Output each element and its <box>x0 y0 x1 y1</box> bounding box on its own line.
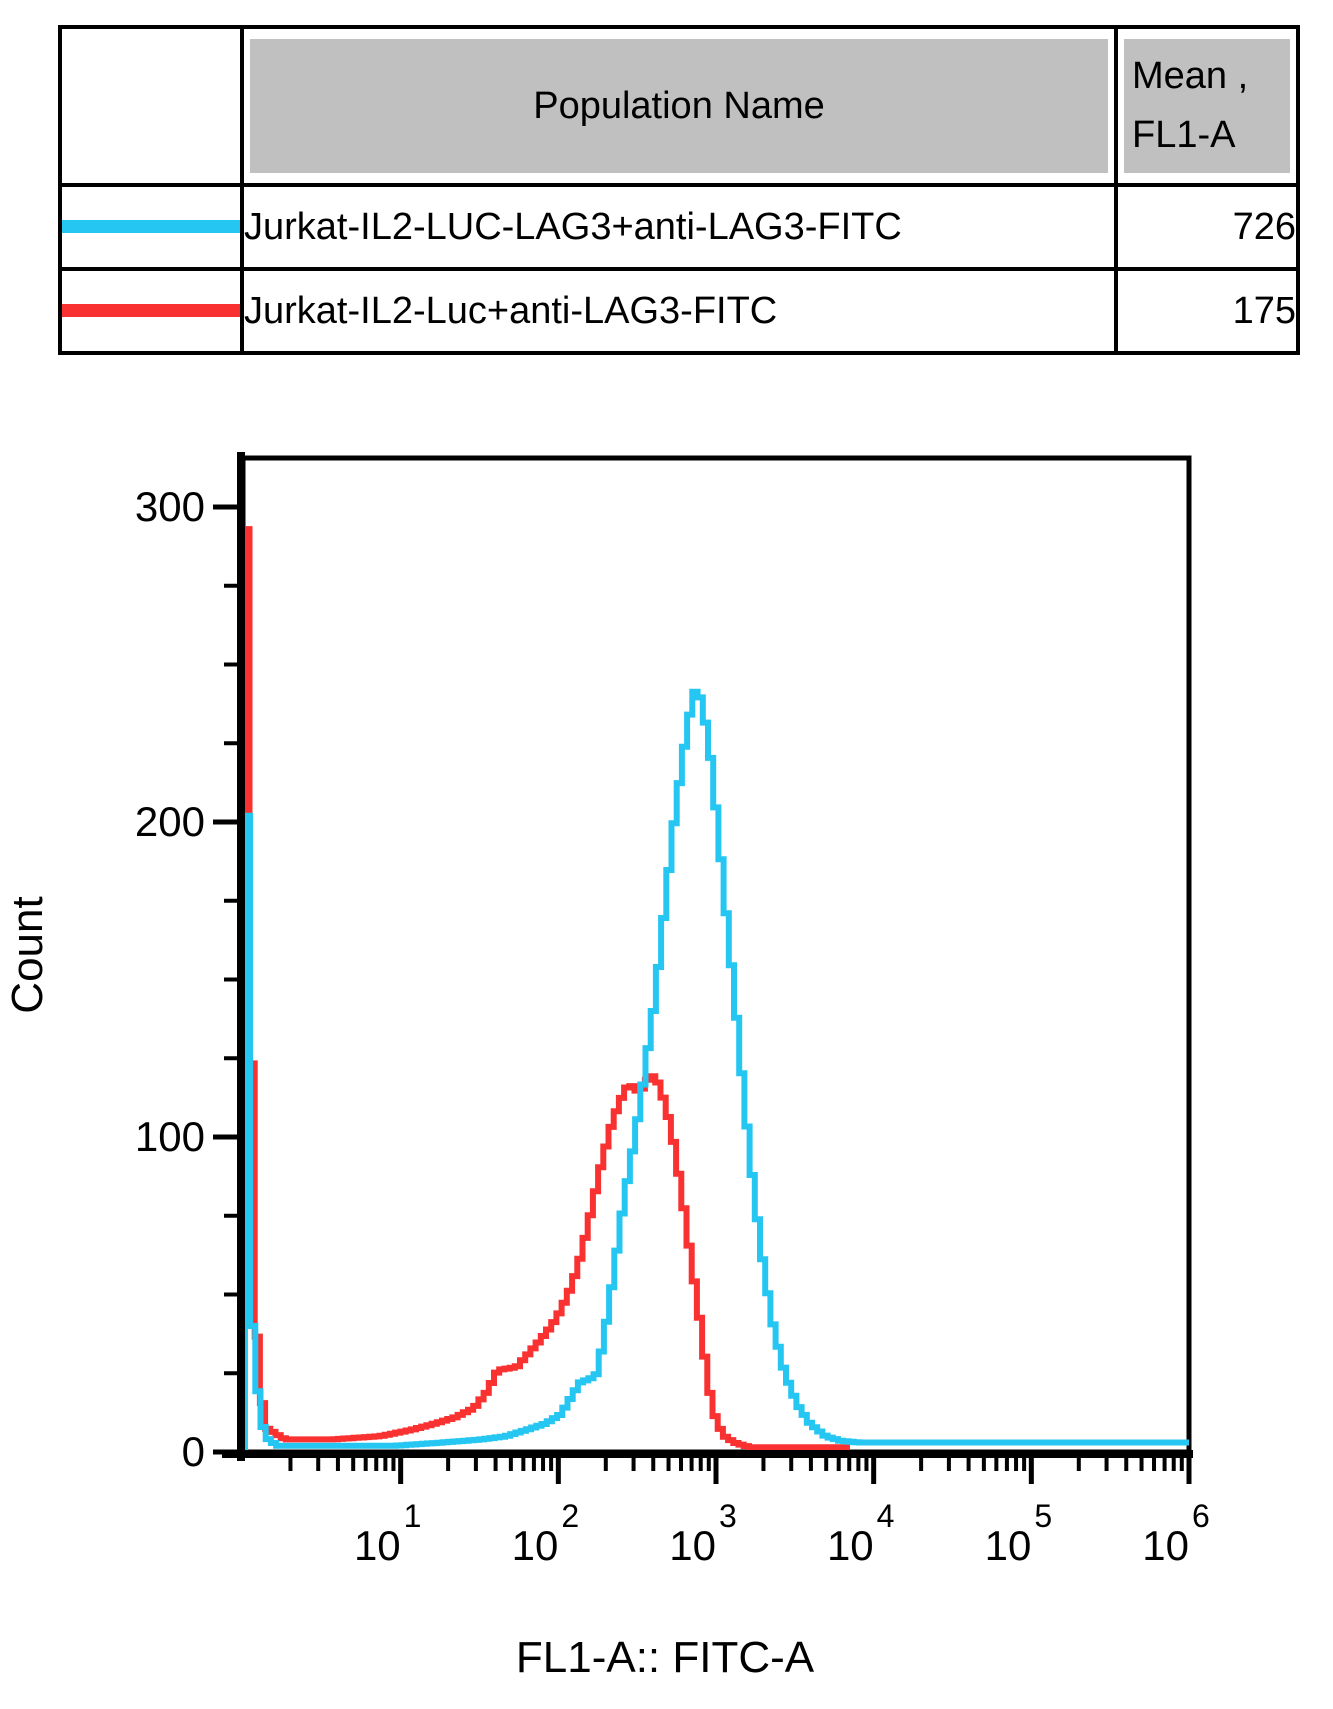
series-curve-blue <box>241 688 1189 1452</box>
legend-header-swatch-cell <box>58 25 244 187</box>
table-row: Jurkat-IL2-Luc+anti-LAG3-FITC 175 <box>58 267 1300 355</box>
population-name-value: Jurkat-IL2-LUC-LAG3+anti-LAG3-FITC <box>240 183 1118 271</box>
y-axis-ticks: 0 100 200 300 <box>135 483 237 1475</box>
legend-swatch-cell <box>58 267 244 355</box>
y-axis-title: Count <box>3 896 52 1013</box>
series-curve-red <box>241 526 850 1452</box>
x-axis-title: FL1-A:: FITC-A <box>516 1633 815 1682</box>
x-tick-exponent: 4 <box>877 1498 895 1534</box>
population-name-header: Population Name <box>250 39 1108 173</box>
x-tick-exponent: 2 <box>561 1498 579 1534</box>
x-tick-label: 10 <box>985 1522 1032 1569</box>
mean-header-line2: FL1-A <box>1132 114 1236 156</box>
legend-swatch-cell <box>58 183 244 271</box>
table-row: Jurkat-IL2-LUC-LAG3+anti-LAG3-FITC 726 <box>58 183 1300 271</box>
legend-header-mean-cell: Mean , FL1-A <box>1114 25 1300 187</box>
x-tick-exponent: 1 <box>404 1498 422 1534</box>
x-tick-label: 10 <box>354 1522 401 1569</box>
y-tick-label: 200 <box>135 798 205 845</box>
x-tick-exponent: 3 <box>719 1498 737 1534</box>
x-tick-label: 10 <box>512 1522 559 1569</box>
mean-header-line1: Mean , <box>1132 55 1249 98</box>
x-tick-exponent: 6 <box>1192 1498 1210 1534</box>
mean-value: 175 <box>1114 267 1300 355</box>
mean-value: 726 <box>1114 183 1300 271</box>
red-series-swatch <box>62 304 240 317</box>
plot-border <box>240 455 1192 1455</box>
legend-header-population-cell: Population Name <box>240 25 1118 187</box>
population-name-value: Jurkat-IL2-Luc+anti-LAG3-FITC <box>240 267 1118 355</box>
x-tick-label: 10 <box>1142 1522 1189 1569</box>
y-tick-label: 300 <box>135 483 205 530</box>
legend-header-row: Population Name Mean , FL1-A <box>58 25 1300 187</box>
x-tick-label: 10 <box>669 1522 716 1569</box>
x-tick-label: 10 <box>827 1522 874 1569</box>
x-tick-exponent: 5 <box>1034 1498 1052 1534</box>
y-tick-label: 0 <box>182 1428 205 1475</box>
legend-table: Population Name Mean , FL1-A Jurkat-IL2-… <box>58 25 1300 355</box>
blue-series-swatch <box>62 220 240 233</box>
mean-fl1a-header: Mean , FL1-A <box>1124 39 1290 173</box>
y-tick-label: 100 <box>135 1113 205 1160</box>
